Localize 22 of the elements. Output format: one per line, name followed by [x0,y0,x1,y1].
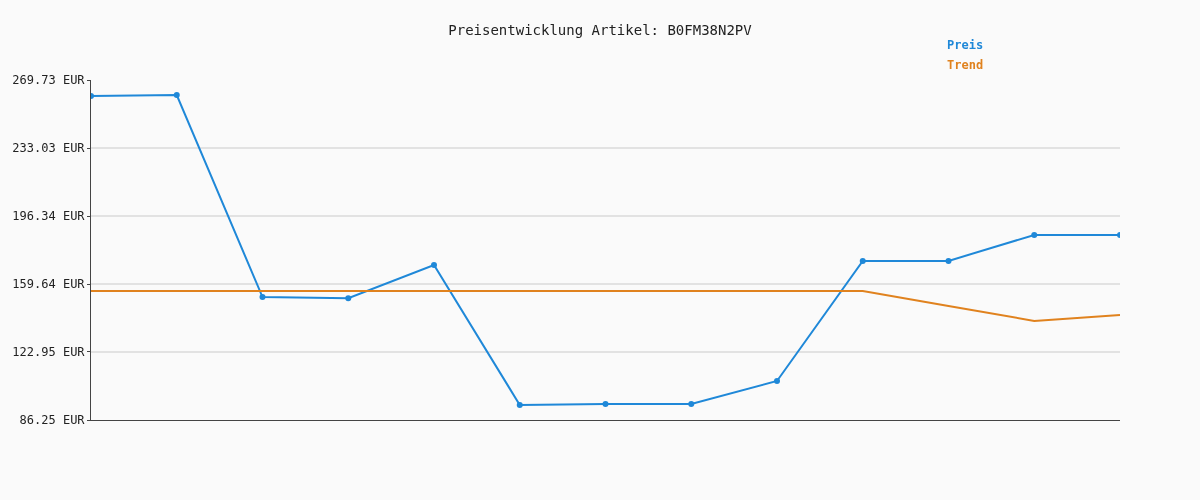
point [945,257,952,264]
line-series [91,92,1120,408]
text: Trend [947,58,984,72]
point [859,257,866,264]
y-tick-label: 159.64 EUR [12,277,86,292]
y-tick-label: 269.73 EUR [12,73,86,88]
point [516,401,523,408]
point [688,400,695,407]
chart-title: Preisentwicklung Artikel: B0FM38N2PV [448,21,753,38]
point [173,92,180,99]
point [259,294,266,301]
point [774,377,780,384]
y-tick-label: 122.95 EUR [12,345,86,360]
line-series [91,289,1120,322]
point [1031,231,1038,238]
point [602,400,609,407]
y-tick-label: 196.34 EUR [12,209,86,224]
text: Preis [947,38,984,52]
point [431,261,437,268]
point [345,295,352,302]
y-tick-label: 86.25 EUR [19,413,86,428]
y-tick-label: 233.03 EUR [12,141,86,156]
